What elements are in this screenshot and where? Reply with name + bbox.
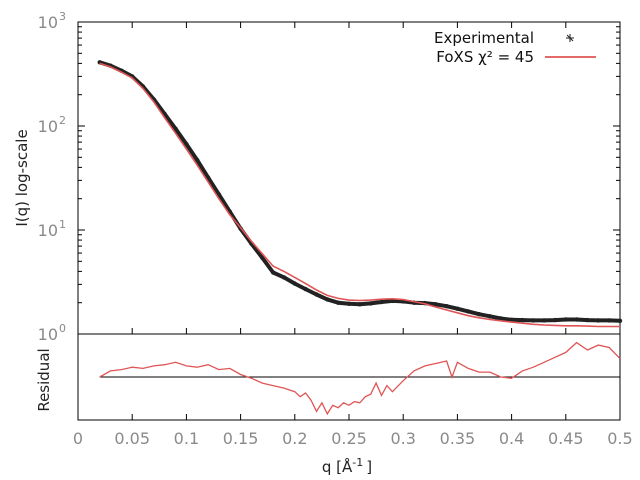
main-y-axis-label: I(q) log-scale <box>13 129 31 226</box>
residual-line <box>99 341 621 416</box>
x-axis-label: q [Å-1] <box>322 456 372 476</box>
residual-plot-panel: 0 0.05 0.1 0.15 0.2 0.25 0.3 0.35 0.4 0.45 0.5 Res… <box>35 22 633 476</box>
y-tick-label-3: 10 <box>38 13 58 32</box>
experimental-band <box>99 60 621 323</box>
y-tick-exponent-0: 0 <box>59 322 66 335</box>
legend: Experimental FoXS χ² = 45 <box>434 29 596 66</box>
y-tick-label-2: 10 <box>38 117 58 136</box>
x-tick-label-9: 0.45 <box>548 429 584 448</box>
x-tick-label-2: 0.1 <box>174 429 199 448</box>
experimental-points <box>97 60 623 323</box>
x-tick-label-1: 0.05 <box>114 429 150 448</box>
x-axis-label-main: q [Å <box>322 457 353 476</box>
y-tick-label-1: 10 <box>38 221 58 240</box>
legend-foxs-label: FoXS χ² = 45 <box>436 48 534 66</box>
y-tick-exponent-3: 3 <box>59 10 66 23</box>
legend-experimental-label: Experimental <box>434 29 534 47</box>
x-tick-label-7: 0.35 <box>440 429 476 448</box>
y-tick-exponent-2: 2 <box>59 114 66 127</box>
x-tick-label-4: 0.2 <box>282 429 307 448</box>
x-tick-label-8: 0.4 <box>499 429 524 448</box>
y-tick-label-0: 10 <box>38 325 58 344</box>
main-plot-frame <box>77 21 621 335</box>
x-tick-label-3: 0.15 <box>223 429 259 448</box>
x-tick-label-0: 0 <box>73 429 83 448</box>
x-ticks: 0 0.05 0.1 0.15 0.2 0.25 0.3 0.35 0.4 0.45 0.5 <box>73 22 633 448</box>
x-tick-label-6: 0.3 <box>390 429 415 448</box>
x-tick-label-5: 0.25 <box>331 429 367 448</box>
y-tick-exponent-1: 1 <box>59 218 66 231</box>
x-axis-label-end: ] <box>366 458 372 476</box>
residual-y-axis-label: Residual <box>35 348 53 411</box>
x-axis-label-exponent: -1 <box>352 456 363 469</box>
legend-experimental-marker <box>566 34 574 42</box>
foxs-fit-line <box>99 62 620 328</box>
x-tick-label-10: 0.5 <box>607 429 632 448</box>
